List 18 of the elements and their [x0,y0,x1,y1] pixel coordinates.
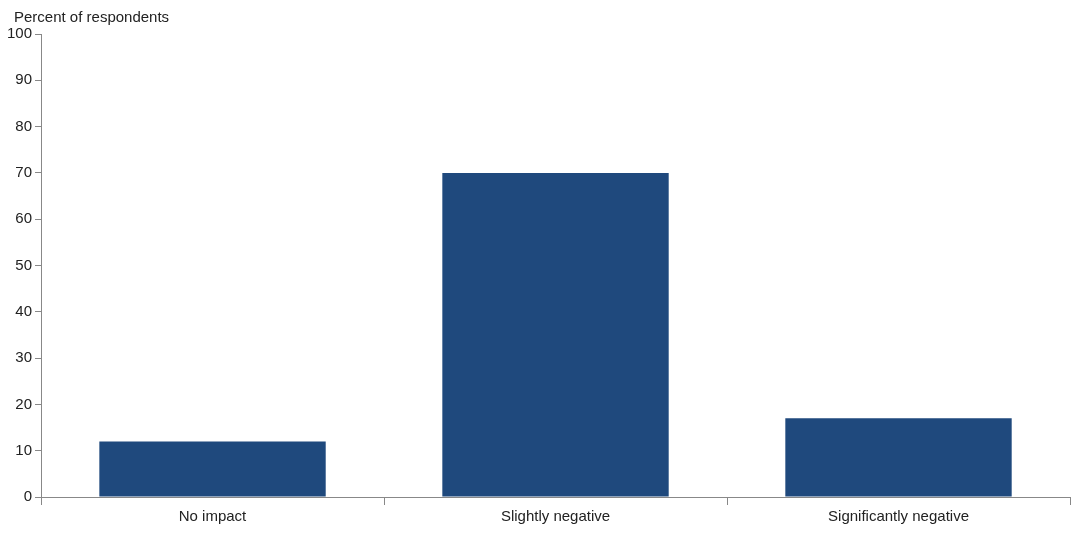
y-axis-title: Percent of respondents [14,8,170,25]
y-tick-label: 10 [15,440,33,458]
bar [785,418,1012,497]
x-tick-label: Slightly negative [500,507,611,525]
y-tick-label: 70 [15,163,33,181]
bar [99,441,326,497]
y-tick-label: 40 [15,301,33,319]
y-tick-label: 30 [15,348,33,366]
y-tick-label: 90 [15,70,33,88]
y-tick-label: 80 [15,116,33,134]
y-tick-label: 50 [15,255,33,273]
x-tick-label: Significantly negative [828,507,969,525]
y-tick-label: 20 [15,394,33,412]
y-tick-label: 60 [15,209,33,227]
y-tick-label: 100 [7,24,33,42]
bar [442,172,669,497]
y-tick-label: 0 [23,487,33,505]
x-tick-label: No impact [178,507,248,525]
